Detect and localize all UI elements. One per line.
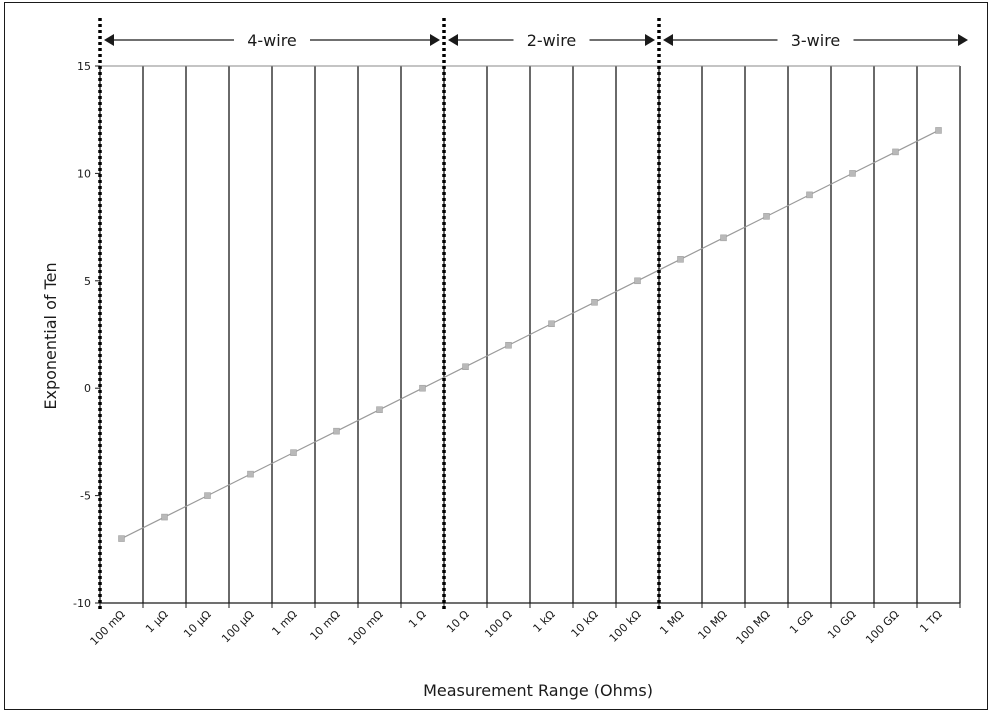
data-point [118,535,125,542]
region-arrowhead-right [430,34,440,46]
data-point [634,277,641,285]
x-tick-label: 100 Ω [482,608,514,640]
data-point [591,299,598,306]
x-tick-label: 10 µΩ [181,608,213,640]
x-tick-label: 100 mΩ [88,608,128,648]
chart-frame [4,2,988,710]
y-tick-label: 5 [84,275,91,288]
x-tick-label: 1 mΩ [269,608,299,638]
region-label: 3-wire [791,31,841,50]
region-arrowhead-left [663,34,673,46]
data-point [849,170,856,177]
x-tick-label: 1 µΩ [143,608,171,636]
data-point [333,427,340,435]
x-tick-label: 1 Ω [406,608,429,631]
x-tick-label: 1 MΩ [657,608,686,637]
region-arrowhead-left [448,34,458,46]
y-axis-title: Exponential of Ten [41,262,60,409]
data-point [161,513,168,521]
x-tick-label: 100 MΩ [733,608,772,647]
x-axis-title: Measurement Range (Ohms) [423,681,653,700]
data-point [892,148,899,156]
x-tick-label: 100 GΩ [863,608,901,646]
x-tick-label: 1 GΩ [787,608,816,637]
region-labels: 4-wire 2-wire 3-wire [104,31,968,50]
y-tick-label: 15 [77,60,91,73]
x-tick-label: 1 TΩ [917,608,944,635]
x-tick-label: 1 kΩ [531,608,558,635]
data-point [376,406,383,413]
y-tick-label: 10 [77,167,91,180]
y-tick-label: -10 [73,597,91,610]
data-point [247,470,254,478]
data-point [806,191,813,199]
x-tick-label: 10 mΩ [308,608,343,643]
region-dividers [98,18,661,611]
data-point [677,256,684,263]
region-label: 2-wire [527,31,577,50]
region-arrowhead-right [645,34,655,46]
region-label: 4-wire [247,31,297,50]
x-tick-label: 100 kΩ [607,608,644,645]
y-tick-label: -5 [80,490,91,503]
data-point [462,363,469,370]
data-point [290,449,297,456]
x-tick-label: 10 kΩ [569,608,601,640]
x-tick-label: 10 GΩ [825,608,859,642]
series-line [121,129,939,540]
y-tick-label: 0 [84,382,91,395]
x-tick-label: 100 mΩ [346,608,386,648]
data-point [548,320,555,328]
region-arrowhead-right [958,34,968,46]
x-tick-label: 10 MΩ [695,608,729,642]
data-point [204,492,211,499]
data-point [763,213,770,220]
data-point [720,234,727,242]
region-arrowhead-left [104,34,114,46]
data-point [935,127,942,134]
series [118,127,942,542]
x-tick-label: 100 µΩ [219,608,256,645]
y-ticks: 15 10 5 0 -5 -10 [73,60,100,610]
data-point [505,341,512,349]
data-point [419,384,426,392]
x-tick-label: 10 Ω [444,608,472,636]
grid-lines [142,66,961,603]
